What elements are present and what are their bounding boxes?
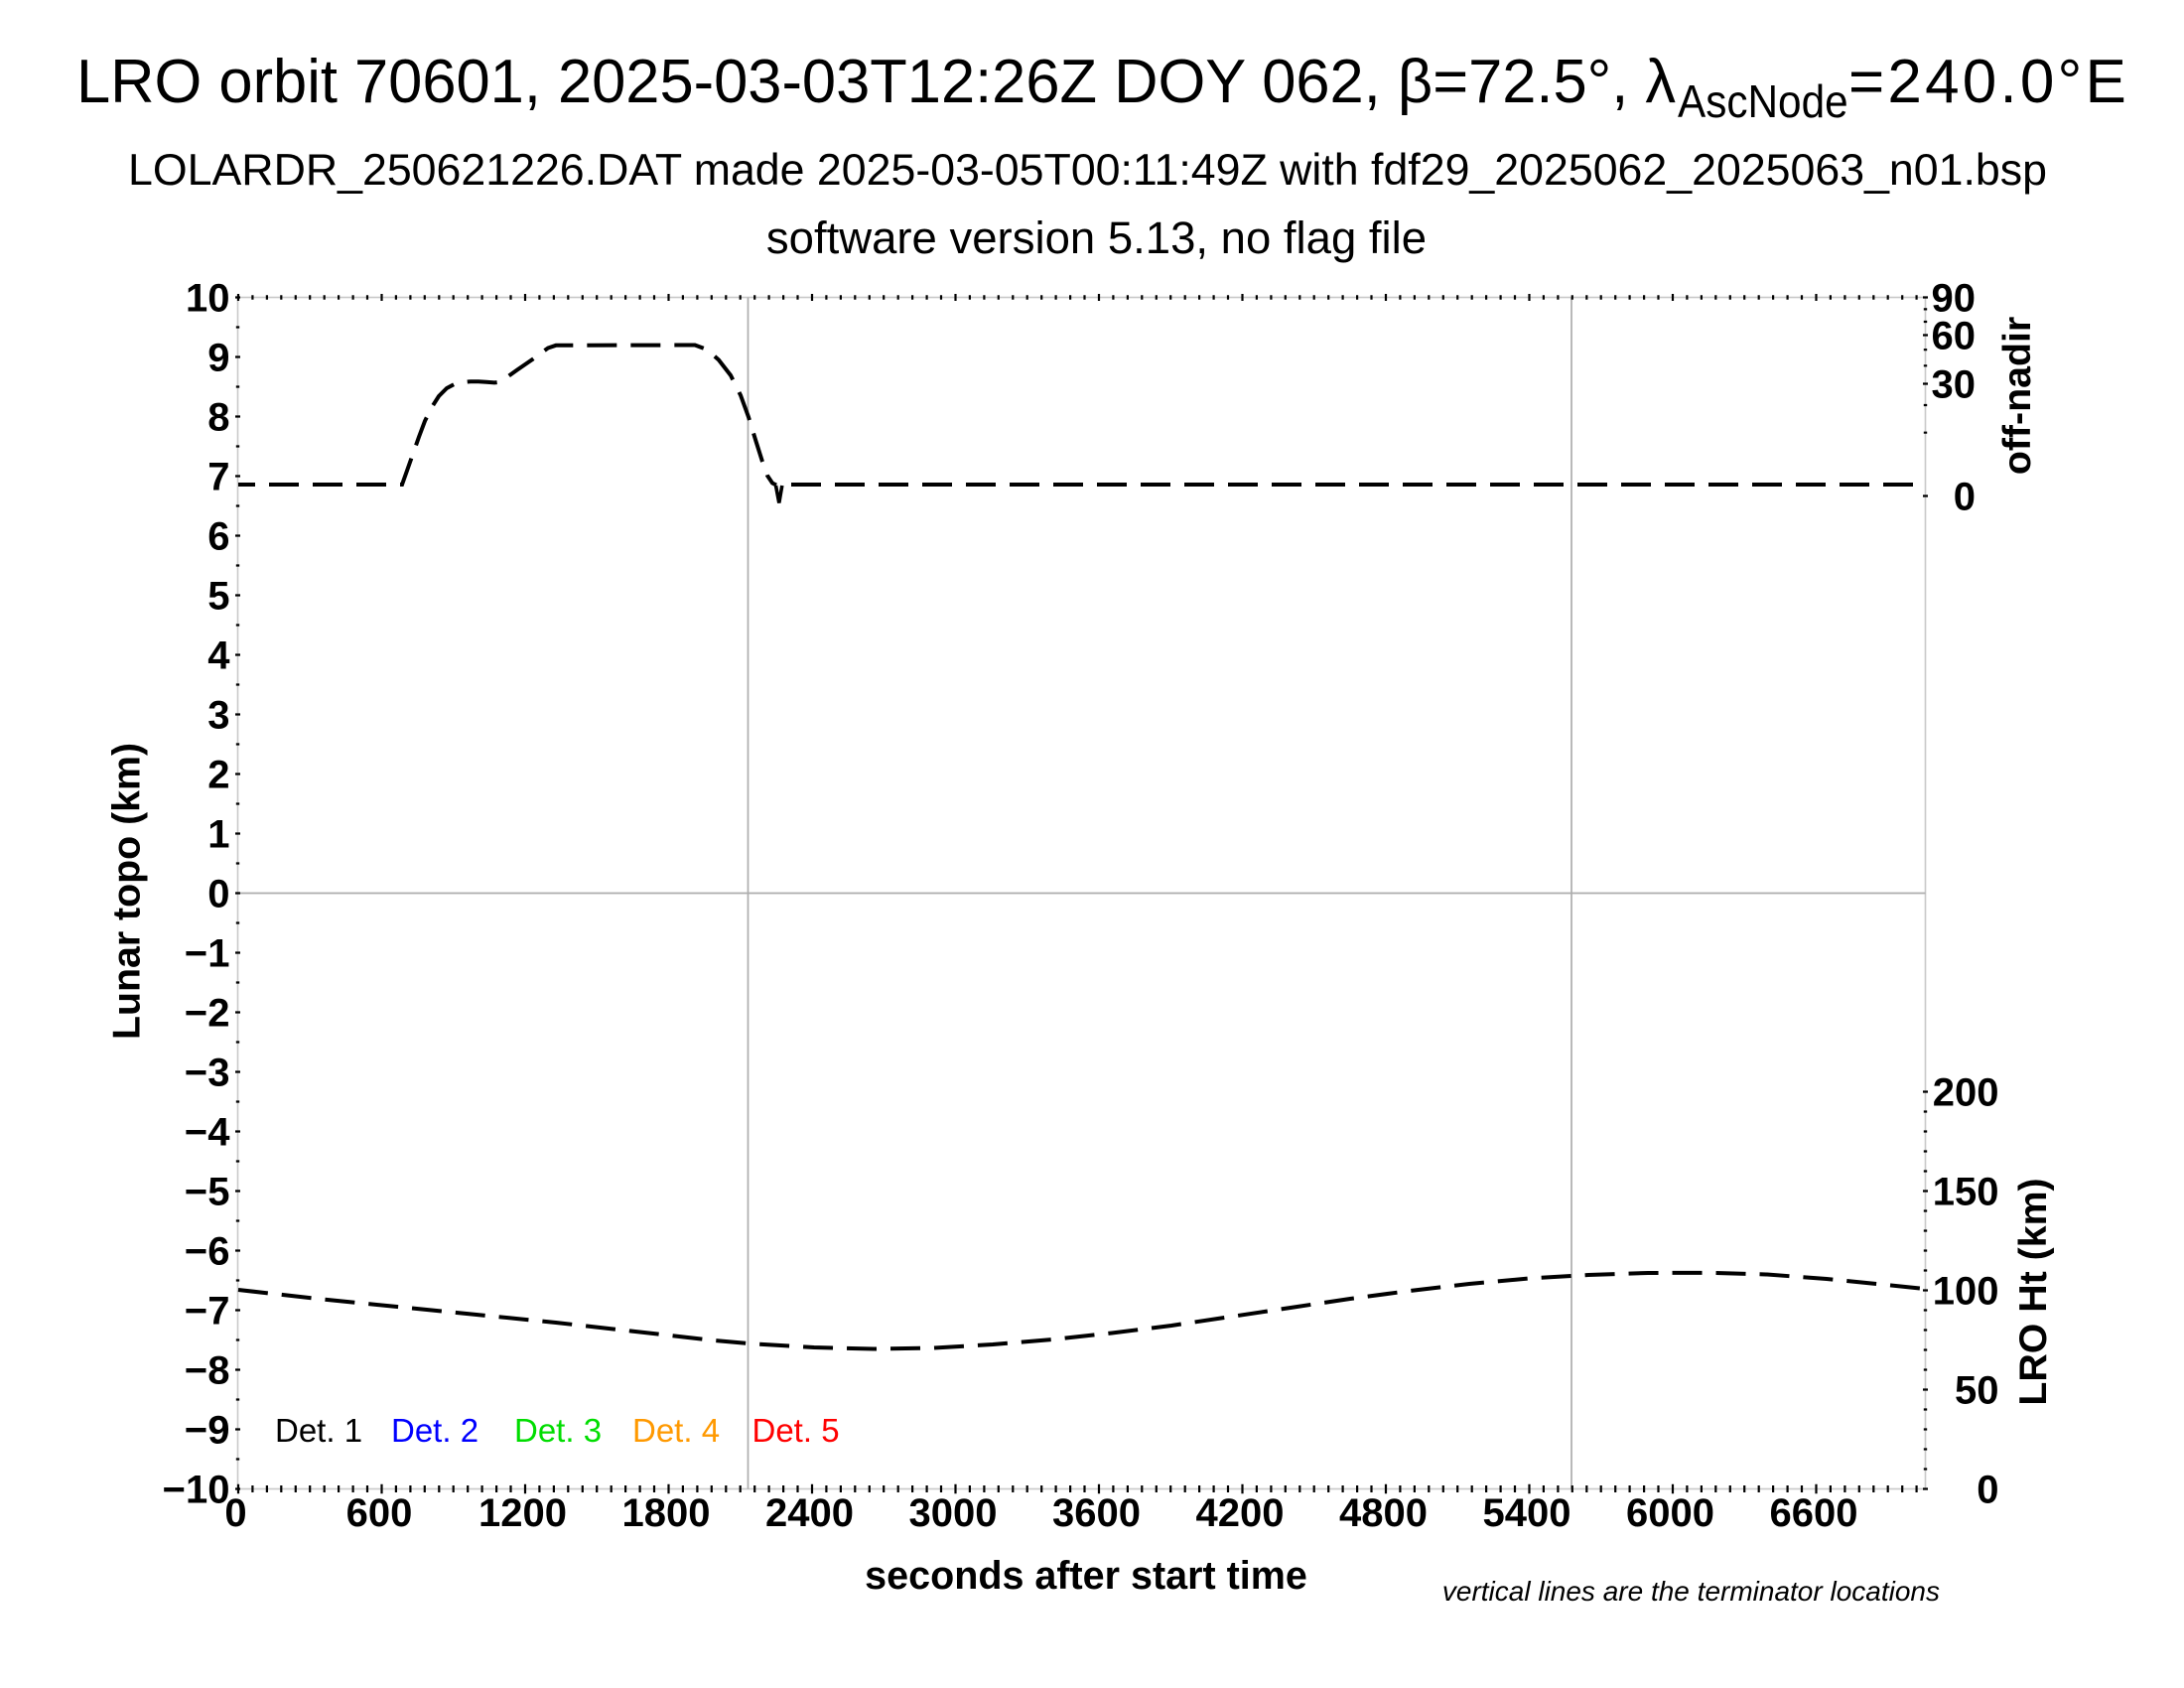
svg-text:0: 0 bbox=[224, 1491, 246, 1535]
svg-text:90: 90 bbox=[1932, 277, 1977, 321]
svg-text:600: 600 bbox=[346, 1491, 413, 1535]
svg-text:software version 5.13, no flag: software version 5.13, no flag file bbox=[766, 212, 1427, 263]
svg-text:−7: −7 bbox=[185, 1290, 230, 1334]
svg-text:2400: 2400 bbox=[765, 1491, 854, 1535]
svg-text:200: 200 bbox=[1933, 1071, 1999, 1115]
svg-text:1800: 1800 bbox=[622, 1491, 711, 1535]
svg-text:50: 50 bbox=[1955, 1369, 1999, 1413]
svg-text:LRO orbit 70601, 2025-03-03T12: LRO orbit 70601, 2025-03-03T12:26Z DOY 0… bbox=[76, 48, 1676, 116]
svg-text:8: 8 bbox=[207, 396, 229, 440]
svg-text:100: 100 bbox=[1933, 1270, 1999, 1314]
svg-text:4800: 4800 bbox=[1339, 1491, 1428, 1535]
svg-text:Det. 3: Det. 3 bbox=[514, 1412, 602, 1449]
svg-text:4: 4 bbox=[207, 634, 230, 678]
svg-text:LRO Ht (km): LRO Ht (km) bbox=[2011, 1178, 2055, 1405]
svg-text:0: 0 bbox=[1977, 1469, 1998, 1512]
svg-text:6: 6 bbox=[207, 515, 229, 559]
svg-text:9: 9 bbox=[207, 337, 229, 380]
svg-text:−10: −10 bbox=[163, 1469, 230, 1512]
svg-text:3600: 3600 bbox=[1052, 1491, 1141, 1535]
svg-text:7: 7 bbox=[207, 456, 229, 499]
svg-text:vertical lines are the termina: vertical lines are the terminator locati… bbox=[1442, 1576, 1940, 1607]
svg-text:2: 2 bbox=[207, 754, 229, 797]
svg-text:Det. 4: Det. 4 bbox=[632, 1412, 720, 1449]
svg-text:4200: 4200 bbox=[1196, 1491, 1285, 1535]
svg-text:5400: 5400 bbox=[1483, 1491, 1571, 1535]
svg-text:AscNode: AscNode bbox=[1678, 76, 1848, 127]
svg-text:150: 150 bbox=[1933, 1171, 1999, 1214]
svg-text:5: 5 bbox=[207, 575, 229, 619]
svg-text:−9: −9 bbox=[185, 1409, 230, 1453]
svg-text:1200: 1200 bbox=[478, 1491, 567, 1535]
svg-text:0: 0 bbox=[207, 873, 229, 916]
svg-text:−3: −3 bbox=[185, 1052, 230, 1095]
svg-text:Det. 2: Det. 2 bbox=[391, 1412, 478, 1449]
svg-text:−4: −4 bbox=[185, 1111, 230, 1155]
svg-text:off-nadir: off-nadir bbox=[1995, 317, 2039, 475]
svg-text:6600: 6600 bbox=[1770, 1491, 1858, 1535]
svg-text:Lunar topo (km): Lunar topo (km) bbox=[105, 743, 149, 1040]
svg-text:−5: −5 bbox=[185, 1171, 230, 1214]
svg-text:3: 3 bbox=[207, 694, 229, 738]
svg-text:3000: 3000 bbox=[909, 1491, 998, 1535]
svg-text:−8: −8 bbox=[185, 1349, 230, 1393]
svg-text:=240.0°E: =240.0°E bbox=[1848, 48, 2129, 116]
svg-text:30: 30 bbox=[1932, 363, 1977, 407]
svg-text:Det. 1: Det. 1 bbox=[275, 1412, 362, 1449]
svg-text:0: 0 bbox=[1954, 476, 1976, 519]
svg-text:seconds after start time: seconds after start time bbox=[865, 1554, 1307, 1598]
svg-text:Det. 5: Det. 5 bbox=[752, 1412, 840, 1449]
svg-text:6000: 6000 bbox=[1626, 1491, 1714, 1535]
svg-text:−1: −1 bbox=[185, 932, 230, 976]
svg-text:10: 10 bbox=[186, 277, 230, 321]
svg-text:−2: −2 bbox=[185, 992, 230, 1036]
svg-text:LOLARDR_250621226.DAT made 202: LOLARDR_250621226.DAT made 2025-03-05T00… bbox=[128, 146, 2047, 195]
svg-text:1: 1 bbox=[207, 813, 229, 857]
svg-text:−6: −6 bbox=[185, 1230, 230, 1274]
svg-text:60: 60 bbox=[1932, 315, 1977, 358]
